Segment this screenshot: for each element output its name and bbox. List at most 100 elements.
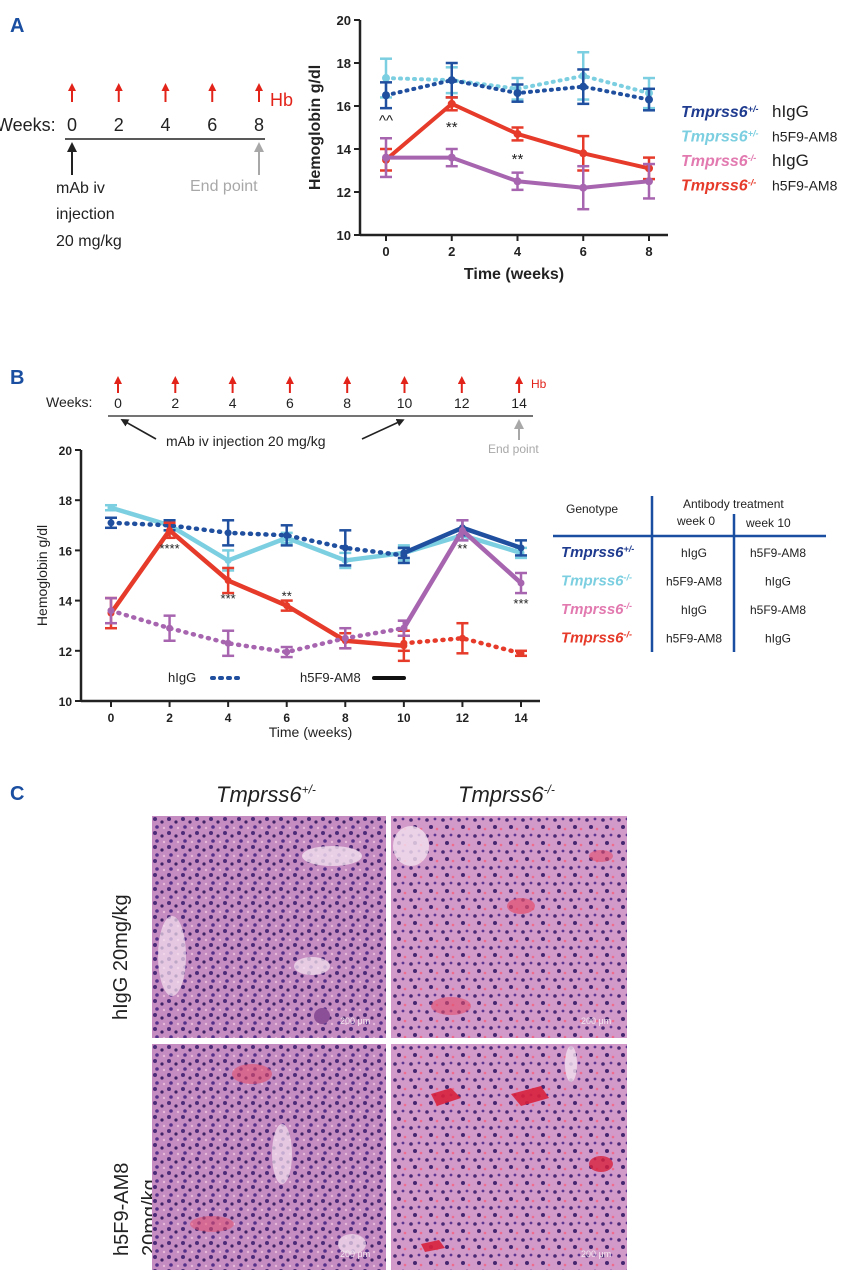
significance-label: *** [513,596,528,611]
week-label: 4 [229,395,237,411]
legend-entry: Tmprss6-/- h5F9-AM8 [681,178,838,195]
significance-label: ** [446,119,458,136]
data-point [382,153,390,162]
panel-b-timeline: Weeks: 0 2 4 6 8 10 12 14 Hb mAb iv injection 2… [46,376,547,456]
data-point [447,99,456,108]
series-line [108,505,524,563]
x-tick-label: 8 [645,244,652,259]
series [397,621,527,658]
col-label-genotype: Tmprss6 [216,782,302,807]
x-tick-label: 14 [514,711,528,725]
week-label: 8 [254,115,264,135]
data-point [517,544,525,552]
week-label: 2 [171,395,179,411]
data-point [224,529,232,537]
injection-arrow-right-icon [361,419,405,440]
row-label-text: hIgG 20mg/kg [110,894,132,1020]
weeks-label: Weeks: [46,394,92,410]
col-label-superscript: +/- [301,782,316,797]
x-tick-label: 2 [448,244,455,259]
data-point [400,639,408,647]
row-superscript: +/- [624,544,635,554]
series-line [108,528,407,649]
x-tick-label: 6 [283,711,290,725]
micrograph-ko-higg: 200 μm [391,816,627,1038]
x-tick-label: 4 [514,244,522,259]
series [380,137,655,211]
row-genotype: Tmprss6+/- [561,544,634,561]
data-point [517,579,525,587]
data-point [107,607,115,615]
data-point [458,526,466,534]
data-point [517,649,525,657]
row-superscript: -/- [624,630,633,640]
panel-a-letter: A [10,15,24,37]
row-genotype: Tmprss6-/- [561,573,632,590]
y-tick-label: 16 [59,544,73,558]
table-row: Tmprss6-/- h5F9-AM8 hIgG [561,630,791,647]
scale-bar: 200 μm [340,1016,371,1026]
week-label: 0 [67,115,77,135]
series-line [108,608,407,655]
data-point [400,549,408,557]
injection-line-2: injection [56,206,115,223]
week-label: 12 [454,395,470,411]
series-line [401,636,524,656]
data-point [382,74,390,83]
row-week10: h5F9-AM8 [750,603,806,617]
table-row: Tmprss6-/- hIgG h5F9-AM8 [561,601,806,618]
end-point-label: End point [488,442,539,456]
panel-b-letter: B [10,367,24,389]
legend-entry: Tmprss6+/- h5F9-AM8 [681,129,838,146]
x-tick-label: 4 [225,711,232,725]
x-tick-label: 8 [342,711,349,725]
data-point [645,95,653,104]
y-tick-label: 20 [337,13,351,28]
data-point [283,602,291,610]
row-label-text: h5F9-AM8 [111,1162,133,1256]
micrograph-het-h5f9: 200 μm [152,1044,386,1270]
row-superscript: -/- [624,573,633,583]
data-point [458,634,466,642]
micrograph-image [152,1044,386,1270]
y-tick-label: 20 [59,444,73,458]
data-point [224,577,232,585]
data-point [579,183,588,192]
significance-label: *** [221,591,236,606]
row-week10: h5F9-AM8 [750,546,806,560]
table-row: Tmprss6+/- hIgG h5F9-AM8 [561,544,806,561]
data-point [513,89,522,98]
header-genotype: Genotype [566,502,618,516]
x-tick-label: 6 [580,244,587,259]
injection-arrow-left-icon [120,419,157,440]
x-axis-title: Time (weeks) [269,724,353,740]
x-tick-label: 2 [166,711,173,725]
week-label: 10 [397,395,413,411]
header-week0: week 0 [676,514,715,528]
row-label-higg: hIgG 20mg/kg [110,894,133,1020]
legend-treatment: h5F9-AM8 [772,129,838,145]
red-arrow-row [114,376,524,393]
micrograph-ko-h5f9: 200 μm [391,1044,627,1270]
x-tick-label: 10 [397,711,411,725]
series [380,61,655,112]
data-point [107,504,115,512]
data-point [224,556,232,564]
injection-label: mAb iv injection 20 mg/kg [166,433,326,449]
series-line [108,520,407,558]
scale-bar: 200 μm [340,1249,371,1259]
data-point [645,177,653,186]
y-tick-label: 10 [59,695,73,709]
week-label: 14 [511,395,527,411]
panel-b-inline-legend: hIgG h5F9-AM8 [168,670,406,685]
x-tick-label: 0 [382,244,389,259]
week-label: 0 [114,395,122,411]
micrograph-image [152,816,386,1038]
y-tick-label: 16 [337,99,351,114]
significance-label: ** [512,151,524,168]
y-tick-label: 14 [59,595,73,609]
y-axis-title: Hemoglobin g/dl [307,65,324,190]
row-genotype: Tmprss6-/- [561,630,632,647]
